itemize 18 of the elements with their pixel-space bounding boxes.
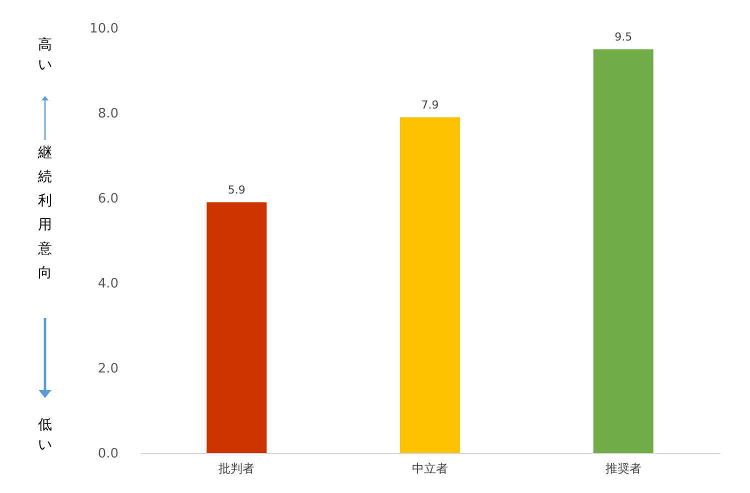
y-tick-label: 4.0 [98, 276, 118, 292]
text: 高い [38, 37, 52, 73]
data-label: 5.9 [228, 183, 246, 196]
y-tick-label: 10.0 [90, 22, 118, 36]
x-tick-label: 批判者 [218, 462, 255, 476]
x-tick-label: 中立者 [412, 462, 448, 476]
y-tick-label: 0.0 [98, 446, 118, 462]
bar [593, 49, 654, 453]
bar [206, 202, 267, 453]
data-label: 7.9 [421, 98, 439, 112]
data-label: 9.5 [614, 30, 632, 44]
y-tick-label: 6.0 [98, 192, 118, 206]
bar [400, 117, 460, 453]
y-axis-title: 継続利用意向 [37, 145, 52, 281]
y-tick-label: 2.0 [98, 362, 118, 376]
text: 低い [38, 417, 52, 453]
y-tick-label: 8.0 [98, 106, 118, 122]
x-tick-label: 推奨者 [605, 462, 642, 476]
